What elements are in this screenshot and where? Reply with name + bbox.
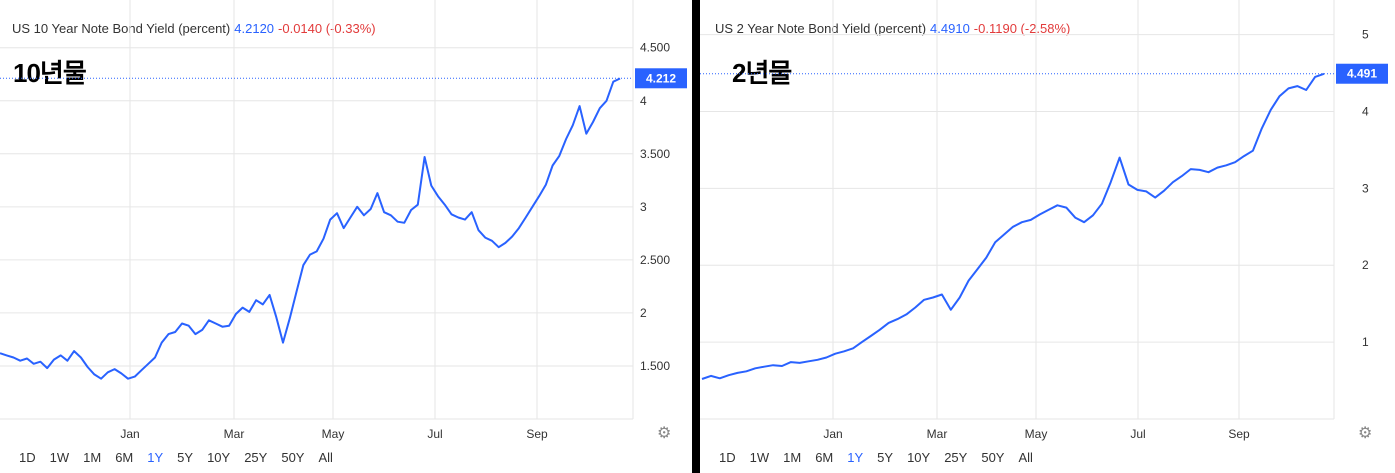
panel-label: 10년물 — [13, 58, 87, 88]
gear-icon[interactable]: ⚙ — [1358, 425, 1373, 442]
y-tick-label: 1 — [1362, 335, 1369, 349]
range-1w[interactable]: 1W — [49, 450, 70, 465]
range-selector: 1D 1W 1M 6M 1Y 5Y 10Y 25Y 50Y All — [19, 450, 347, 465]
range-1w[interactable]: 1W — [749, 450, 770, 465]
x-tick-label: Jul — [1130, 427, 1145, 441]
range-1d[interactable]: 1D — [719, 450, 736, 465]
y-tick-label: 2 — [640, 306, 647, 320]
x-tick-label: May — [1025, 427, 1048, 441]
range-1m[interactable]: 1M — [83, 450, 102, 465]
range-6m[interactable]: 6M — [115, 450, 134, 465]
range-1m[interactable]: 1M — [783, 450, 802, 465]
range-50y[interactable]: 50Y — [281, 450, 305, 465]
change-value: -0.0140 (-0.33%) — [278, 21, 376, 36]
x-tick-label: Jul — [427, 427, 442, 441]
chart-header: US 2 Year Note Bond Yield (percent) 4.491… — [715, 21, 1070, 36]
range-all[interactable]: All — [318, 450, 333, 465]
chart-title: US 2 Year Note Bond Yield (percent) — [715, 21, 927, 36]
range-10y[interactable]: 10Y — [207, 450, 231, 465]
chart-title: US 10 Year Note Bond Yield (percent) — [12, 21, 231, 36]
x-tick-label: Mar — [224, 427, 245, 441]
range-10y[interactable]: 10Y — [907, 450, 931, 465]
line-chart: 1.500 2 2.500 3 3.500 4 4.500 Jan Mar May Jul Sep 4.… — [0, 0, 687, 441]
x-tick-label: Mar — [927, 427, 948, 441]
gear-icon[interactable]: ⚙ — [657, 425, 672, 442]
range-6m[interactable]: 6M — [815, 450, 834, 465]
y-tick-label: 3.500 — [640, 147, 670, 161]
change-value: -0.1190 (-2.58%) — [973, 21, 1071, 36]
range-5y[interactable]: 5Y — [877, 450, 894, 465]
range-25y[interactable]: 25Y — [944, 450, 968, 465]
y-tick-label: 2 — [1362, 258, 1369, 272]
series-line — [0, 77, 621, 380]
x-tick-label: May — [322, 427, 345, 441]
price-tag-label: 4.212 — [646, 71, 676, 85]
y-tick-label: 4 — [1362, 104, 1369, 118]
line-chart: 1 2 3 4 5 Jan Mar May Jul Sep 4.491 — [700, 0, 1388, 441]
chart-panel-2y: US 2 Year Note Bond Yield (percent) 4.491… — [700, 0, 1395, 473]
range-selector: 1D 1W 1M 6M 1Y 5Y 10Y 25Y 50Y All — [719, 450, 1047, 465]
range-1d[interactable]: 1D — [19, 450, 36, 465]
x-tick-label: Sep — [526, 427, 548, 441]
price-tag — [635, 68, 687, 89]
series-line — [701, 72, 1325, 380]
chart-panel-10y: US 10 Year Note Bond Yield (percent) 4.21… — [0, 0, 692, 473]
range-all[interactable]: All — [1018, 450, 1033, 465]
price-tag — [1336, 63, 1388, 84]
y-tick-label: 3 — [1362, 181, 1369, 195]
current-value: 4.2120 — [234, 21, 275, 36]
y-tick-label: 1.500 — [640, 359, 670, 373]
x-tick-label: Jan — [120, 427, 139, 441]
x-tick-label: Sep — [1228, 427, 1250, 441]
range-50y[interactable]: 50Y — [981, 450, 1005, 465]
range-25y[interactable]: 25Y — [244, 450, 268, 465]
y-tick-label: 5 — [1362, 28, 1369, 42]
range-1y[interactable]: 1Y — [147, 450, 164, 465]
range-5y[interactable]: 5Y — [177, 450, 194, 465]
price-tag-label: 4.491 — [1347, 67, 1377, 81]
panel-label: 2년물 — [732, 58, 792, 88]
y-tick-label: 4.500 — [640, 41, 670, 55]
y-tick-label: 3 — [640, 200, 647, 214]
range-1y[interactable]: 1Y — [847, 450, 864, 465]
current-value: 4.4910 — [930, 21, 970, 36]
panel-divider — [692, 0, 700, 473]
y-tick-label: 4 — [640, 94, 647, 108]
y-tick-label: 2.500 — [640, 253, 670, 267]
chart-header: US 10 Year Note Bond Yield (percent) 4.21… — [12, 21, 376, 36]
x-tick-label: Jan — [823, 427, 842, 441]
